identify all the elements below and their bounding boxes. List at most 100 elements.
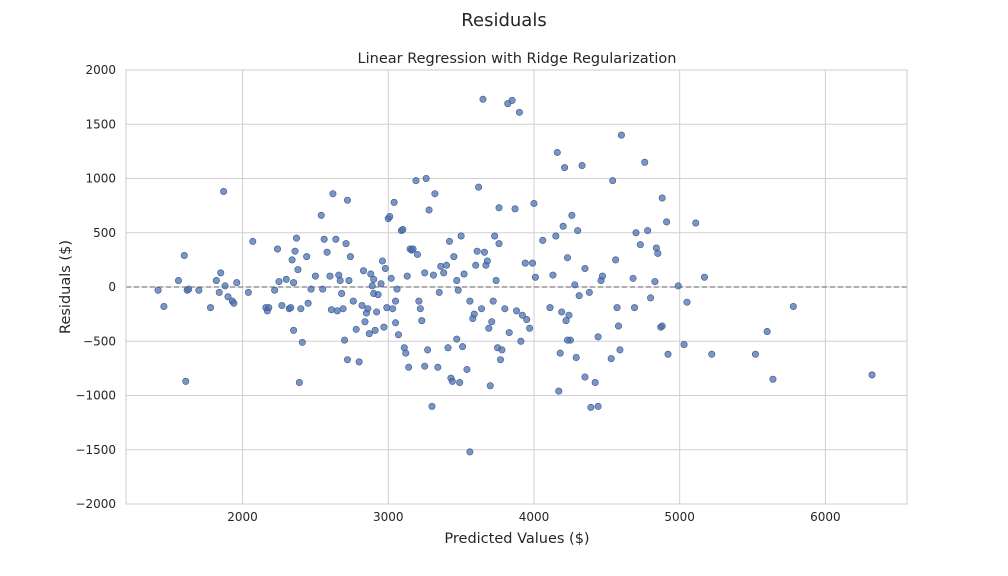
data-point [456, 378, 464, 386]
data-point [565, 311, 573, 319]
data-point [355, 358, 363, 366]
data-point [265, 304, 273, 312]
data-point [377, 280, 385, 288]
data-point [591, 378, 599, 386]
data-point [614, 322, 622, 330]
data-point [552, 232, 560, 240]
data-point [290, 279, 298, 287]
data-point [491, 232, 499, 240]
data-point [346, 253, 354, 261]
data-point [326, 272, 334, 280]
data-point [751, 350, 759, 358]
data-point [174, 276, 182, 284]
data-point [444, 344, 452, 352]
data-point [607, 355, 615, 363]
data-point [291, 247, 299, 255]
data-point [405, 363, 413, 371]
data-point [457, 232, 465, 240]
data-point [453, 335, 461, 343]
data-point [292, 234, 300, 242]
data-point [526, 324, 534, 332]
data-point [387, 274, 395, 282]
data-point [459, 343, 467, 351]
data-point [480, 248, 488, 256]
data-point [364, 305, 372, 313]
data-point [530, 199, 538, 207]
data-point [683, 298, 691, 306]
data-point [217, 269, 225, 277]
data-point [478, 305, 486, 313]
data-point [361, 318, 369, 326]
data-point [561, 164, 569, 172]
data-point [271, 286, 279, 294]
y-tick-label: −1000 [75, 389, 116, 403]
data-point [658, 194, 666, 202]
y-tick-label: −500 [83, 334, 116, 348]
data-point [207, 304, 215, 312]
data-point [700, 273, 708, 281]
data-point [549, 271, 557, 279]
data-point [421, 362, 429, 370]
data-point [587, 403, 595, 411]
data-point [233, 279, 241, 287]
data-point [317, 211, 325, 219]
data-point [341, 336, 349, 344]
data-point [381, 265, 389, 273]
data-point [386, 212, 394, 220]
data-point [221, 282, 229, 290]
data-point [501, 305, 509, 313]
data-point [294, 266, 302, 274]
data-point [563, 336, 571, 344]
data-points [154, 95, 876, 456]
data-point [416, 305, 424, 313]
data-point [409, 245, 417, 253]
data-point [230, 299, 238, 307]
data-point [367, 270, 375, 278]
data-point [295, 378, 303, 386]
data-point [448, 377, 456, 385]
data-point [578, 161, 586, 169]
data-point [463, 365, 471, 373]
data-point [508, 96, 516, 104]
data-point [249, 237, 257, 245]
y-tick-label: −2000 [75, 497, 116, 511]
data-point [763, 327, 771, 335]
data-point [521, 259, 529, 267]
data-point [333, 307, 341, 315]
data-point [413, 250, 421, 258]
data-point [581, 265, 589, 273]
data-point [425, 206, 433, 214]
data-point [512, 307, 520, 315]
data-point [651, 278, 659, 286]
data-point [539, 236, 547, 244]
data-point [553, 148, 561, 156]
data-point [393, 285, 401, 293]
data-point [220, 188, 228, 196]
data-point [418, 317, 426, 325]
data-point [496, 356, 504, 364]
data-point [612, 256, 620, 264]
data-point [360, 267, 368, 275]
tick-labels: 2000 3000 4000 5000 6000 −2000 −1500 −1000 −500 0… [75, 63, 840, 524]
x-tick-label: 3000 [373, 510, 404, 524]
data-point [680, 341, 688, 349]
data-point [274, 245, 282, 253]
data-point [431, 190, 439, 198]
data-point [868, 371, 876, 379]
data-point [244, 288, 252, 296]
data-point [658, 322, 666, 330]
chart-title: Linear Regression with Ridge Regularizat… [358, 51, 677, 67]
data-point [594, 402, 602, 410]
data-point [182, 377, 190, 385]
data-point [440, 269, 448, 277]
data-point [288, 256, 296, 264]
data-point [498, 346, 506, 354]
data-point [632, 229, 640, 237]
data-point [511, 205, 519, 213]
data-point [594, 333, 602, 341]
y-tick-label: 500 [93, 226, 116, 240]
y-tick-label: 2000 [85, 63, 116, 77]
data-point [479, 95, 487, 103]
data-point [358, 301, 366, 309]
data-point [636, 241, 644, 249]
